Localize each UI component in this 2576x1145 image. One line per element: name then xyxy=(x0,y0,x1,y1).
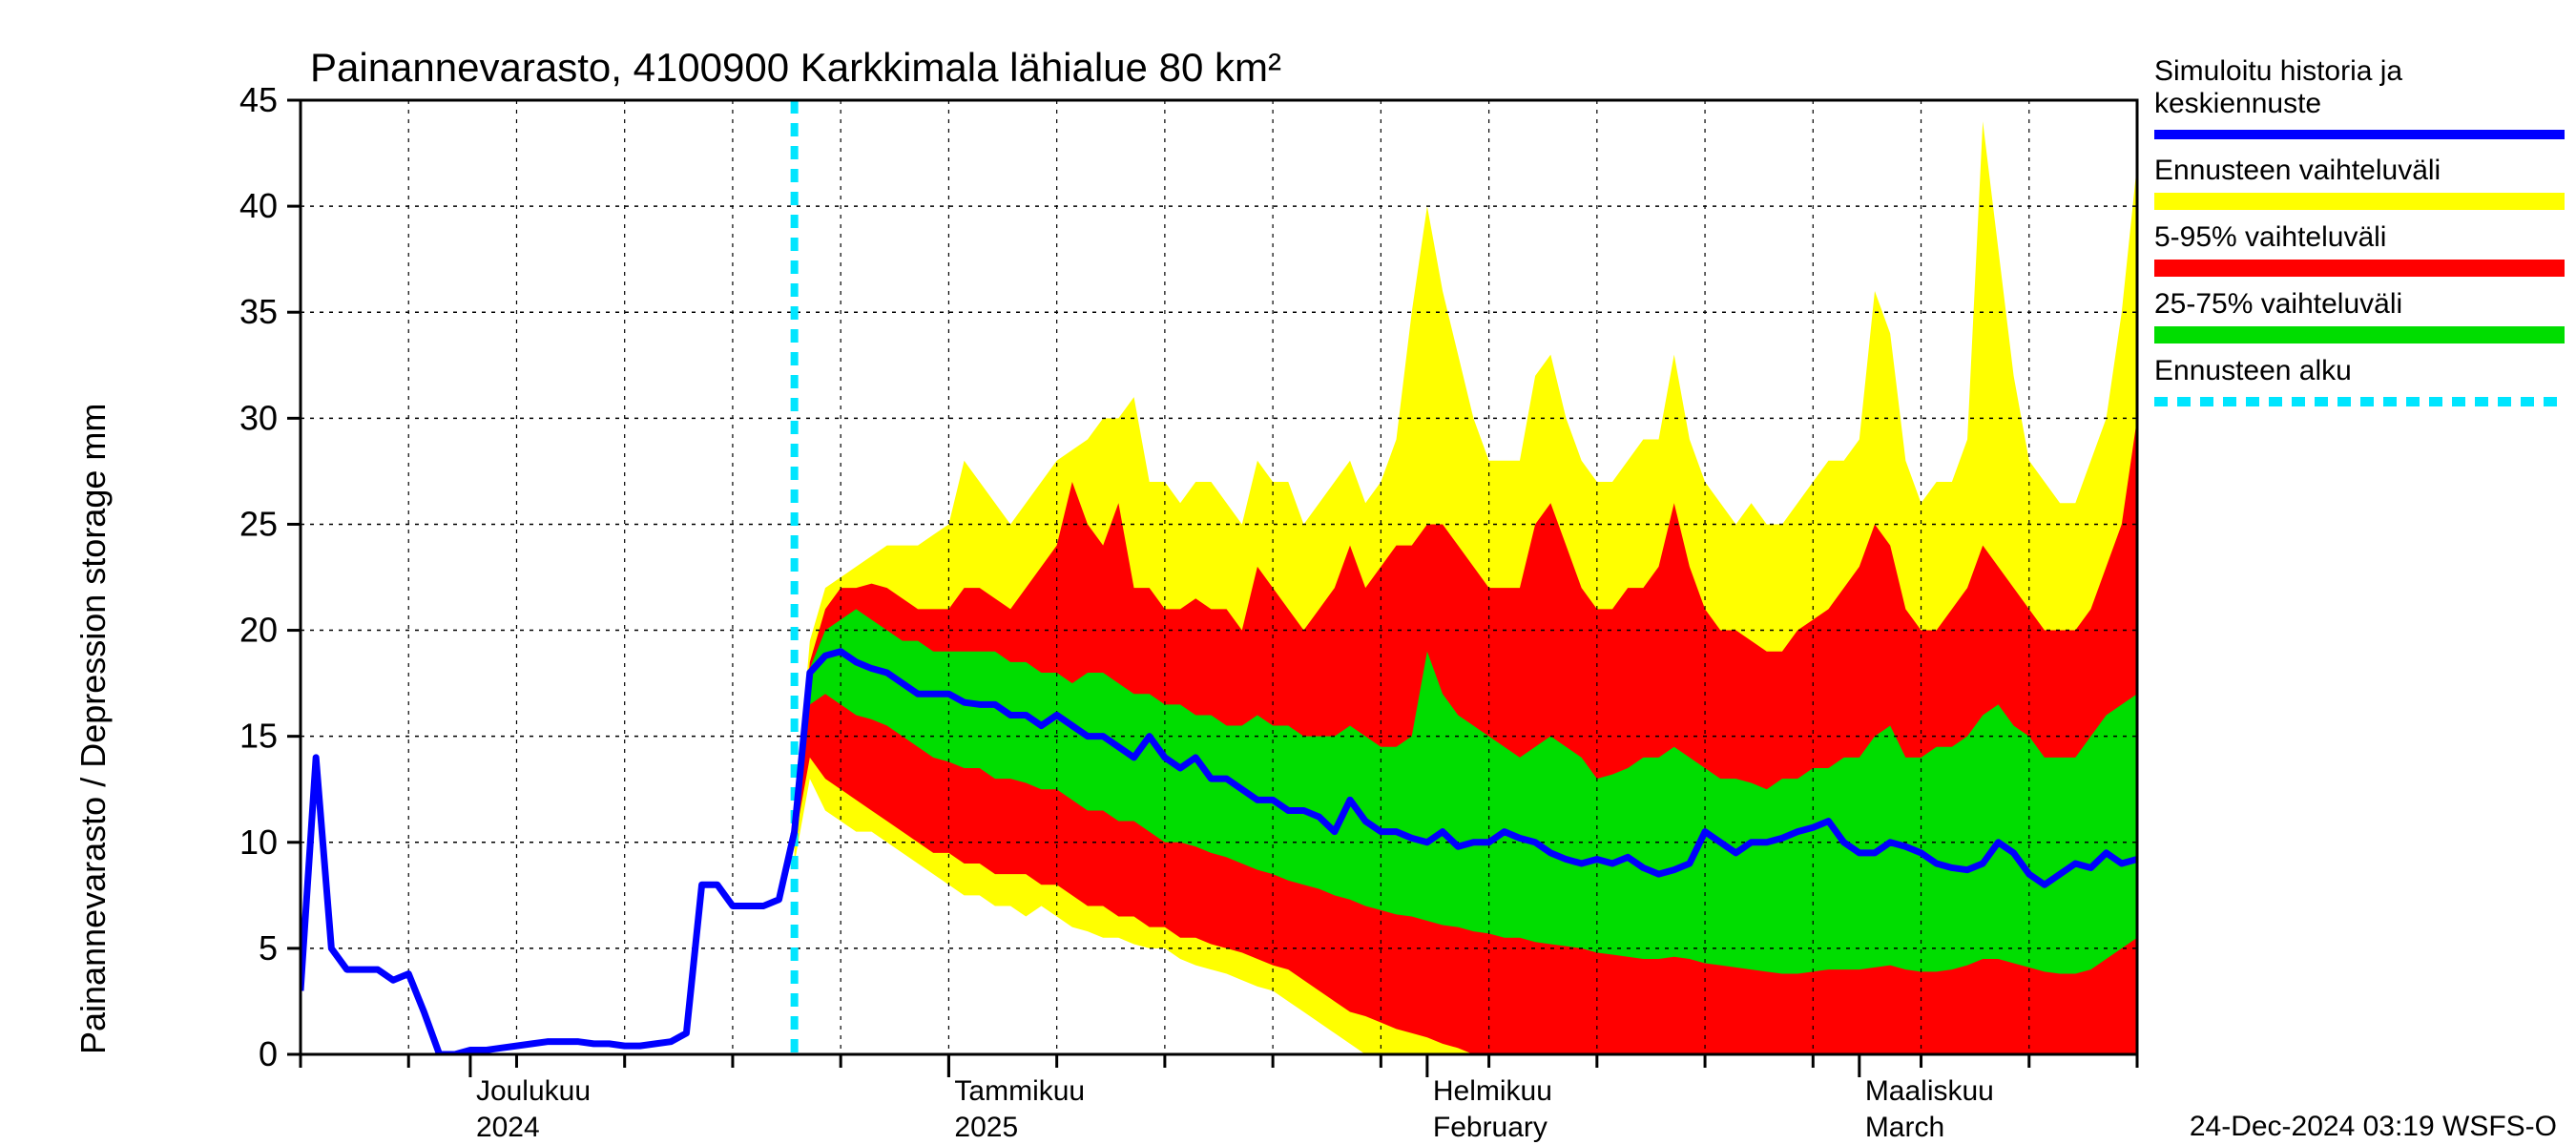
legend-label: keskiennuste xyxy=(2154,88,2321,119)
x-month-label: Joulukuu xyxy=(476,1075,591,1107)
x-month-sublabel: March xyxy=(1865,1112,1944,1143)
chart-title: Painannevarasto, 4100900 Karkkimala lähi… xyxy=(310,45,1281,90)
y-tick-label: 10 xyxy=(239,822,278,862)
y-tick-label: 25 xyxy=(239,504,278,543)
y-tick-label: 5 xyxy=(259,928,278,968)
legend-swatch xyxy=(2154,193,2565,210)
y-tick-label: 45 xyxy=(239,80,278,119)
x-month-label: Tammikuu xyxy=(954,1075,1085,1107)
y-tick-label: 20 xyxy=(239,611,278,650)
legend-label: 25-75% vaihteluväli xyxy=(2154,288,2402,320)
legend-label: Simuloitu historia ja xyxy=(2154,55,2402,87)
x-month-sublabel: 2024 xyxy=(476,1112,540,1143)
y-tick-label: 0 xyxy=(259,1034,278,1073)
y-tick-label: 35 xyxy=(239,292,278,331)
legend-label: Ennusteen alku xyxy=(2154,355,2352,386)
y-tick-label: 30 xyxy=(239,398,278,437)
legend-label: Ennusteen vaihteluväli xyxy=(2154,155,2441,186)
legend-swatch xyxy=(2154,260,2565,277)
x-month-label: Helmikuu xyxy=(1433,1075,1552,1107)
chart-footer-text: 24-Dec-2024 03:19 WSFS-O xyxy=(2190,1111,2557,1142)
legend-label: 5-95% vaihteluväli xyxy=(2154,221,2386,253)
chart-footer: 24-Dec-2024 03:19 WSFS-O xyxy=(2190,1111,2557,1142)
chart-root: 051015202530354045 Joulukuu2024Tammikuu2… xyxy=(0,0,2576,1145)
y-axis-label: Painannevarasto / Depression storage mm xyxy=(73,404,113,1054)
y-tick-label: 15 xyxy=(239,717,278,756)
x-month-sublabel: 2025 xyxy=(954,1112,1018,1143)
chart-title-text: Painannevarasto, 4100900 Karkkimala lähi… xyxy=(310,45,1281,90)
chart-svg: 051015202530354045 Joulukuu2024Tammikuu2… xyxy=(0,0,2576,1145)
x-month-sublabel: February xyxy=(1433,1112,1548,1143)
legend-swatch xyxy=(2154,326,2565,344)
y-tick-label: 40 xyxy=(239,186,278,225)
x-month-label: Maaliskuu xyxy=(1865,1075,1994,1107)
